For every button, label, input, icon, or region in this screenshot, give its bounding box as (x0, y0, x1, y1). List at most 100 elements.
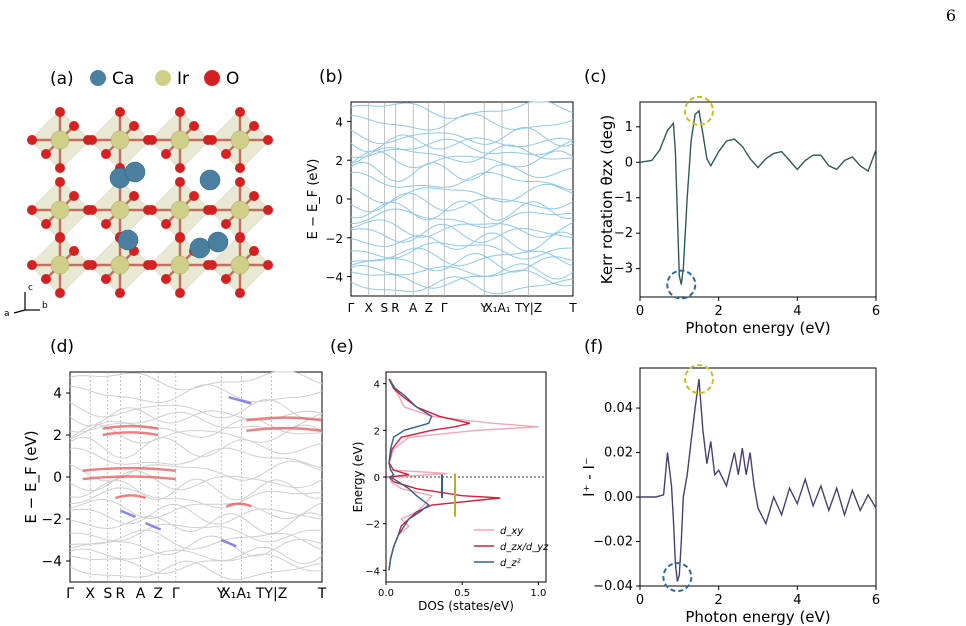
band-line (69, 487, 323, 509)
band-line (350, 113, 574, 131)
band-line (350, 276, 574, 295)
dos-series-line (388, 378, 433, 571)
y-tick-label: 0 (53, 470, 62, 486)
o-atom (221, 219, 231, 229)
k-point-label: Γ (172, 586, 180, 602)
o-atom (249, 121, 259, 131)
x-tick-label: 0 (636, 304, 644, 319)
ca-legend-marker (90, 70, 106, 86)
o-atom (221, 149, 231, 159)
x-tick-label: 4 (793, 593, 801, 608)
o-atom (235, 177, 245, 187)
band-line (69, 417, 323, 440)
ir-atom (170, 130, 190, 150)
band-line (350, 161, 574, 182)
o-atom (147, 205, 157, 215)
k-point-label: T (317, 586, 327, 602)
o-atom (235, 288, 245, 298)
y-tick-label: 4 (53, 386, 62, 402)
axis-triad: c a b (4, 283, 48, 319)
k-point-label: Γ (441, 301, 448, 315)
y-tick-label: −1 (614, 191, 633, 206)
y-tick-label: 2 (374, 426, 380, 437)
o-atom (147, 260, 157, 270)
k-point-label: T (568, 301, 577, 315)
projected-band (246, 416, 323, 422)
k-point-label: S (380, 301, 388, 315)
o-atom (263, 205, 273, 215)
projected-band (225, 502, 252, 508)
o-atom (263, 260, 273, 270)
panel-label-b: (b) (319, 67, 343, 87)
ir-atom (50, 255, 70, 275)
y-tick-label: 0.00 (604, 490, 633, 505)
ir-atom (170, 255, 190, 275)
x-tick-label: 0.0 (378, 588, 394, 599)
x-tick-label: 2 (715, 593, 723, 608)
band-line (69, 535, 323, 557)
o-atom (189, 191, 199, 201)
ir-atom (230, 130, 250, 150)
y-axis-label: Kerr rotation θzx (deg) (598, 115, 616, 284)
y-tick-label: 0 (335, 193, 343, 207)
ir-atom (230, 255, 250, 275)
ca-atom (207, 231, 229, 253)
band-line (69, 560, 323, 581)
projected-band (102, 424, 159, 430)
y-tick-label: −4 (365, 566, 380, 577)
o-atom (207, 135, 217, 145)
page-number: 6 (945, 6, 956, 25)
o-atom (69, 191, 79, 201)
band-line (70, 523, 322, 543)
crystal-structure-figure: (a) Ca Ir O c a b (4, 69, 273, 319)
o-atom (129, 191, 139, 201)
projected-band (220, 538, 237, 548)
o-atom (41, 219, 51, 229)
band-line (350, 101, 574, 119)
o-atom (175, 107, 185, 117)
band-line (69, 546, 323, 565)
ir-atom (110, 130, 130, 150)
ir-atom (110, 200, 130, 220)
o-atom (27, 260, 37, 270)
y-tick-label: −0.04 (593, 579, 633, 594)
band-line (69, 503, 323, 525)
legend-label: d_zx/d_yz (500, 542, 549, 553)
maximum-highlight-circle (684, 95, 714, 126)
o-atom (87, 205, 97, 215)
band-line (350, 171, 574, 191)
ca-atom (199, 169, 221, 191)
band-line (350, 263, 574, 280)
plot-frame (69, 371, 323, 583)
y-tick-label: −2 (614, 226, 633, 241)
band-line (69, 447, 323, 469)
band-line (350, 231, 574, 252)
o-atom (207, 205, 217, 215)
legend-label: d_z² (500, 558, 521, 569)
y-tick-label: 2 (53, 428, 62, 444)
band-line (69, 384, 323, 403)
minimum-highlight-circle (662, 562, 693, 593)
o-atom (101, 149, 111, 159)
legend-label: d_xy (500, 526, 524, 537)
o-atom (41, 274, 51, 284)
o-atom (101, 219, 111, 229)
band-line (350, 219, 574, 238)
o-atom (87, 135, 97, 145)
o-atom (55, 288, 65, 298)
band-line (69, 371, 323, 391)
o-atom (101, 274, 111, 284)
o-atom (129, 121, 139, 131)
ir-atom (50, 130, 70, 150)
o-atom (55, 232, 65, 242)
panel-label-f: (f) (584, 337, 603, 357)
k-point-label: Γ (66, 586, 74, 602)
ir-legend-marker (155, 70, 171, 86)
y-tick-label: 4 (335, 115, 343, 129)
y-tick-label: −2 (41, 512, 62, 528)
legend-o-label: O (226, 69, 239, 89)
o-atom (69, 121, 79, 131)
k-point-label: X (365, 301, 373, 315)
o-atom (55, 107, 65, 117)
